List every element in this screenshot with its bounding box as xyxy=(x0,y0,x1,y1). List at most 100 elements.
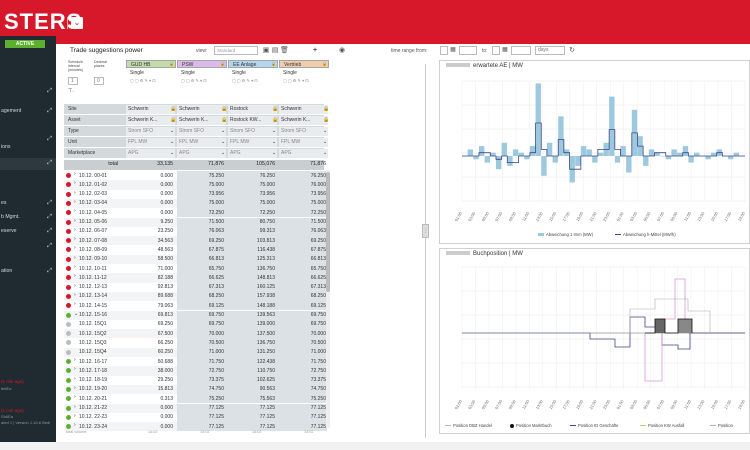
expand-icon[interactable]: ⌄ xyxy=(74,310,79,317)
property-select[interactable]: Schwerin K... xyxy=(279,116,328,125)
cell-value[interactable]: 69.125 xyxy=(310,302,326,309)
table-row[interactable]: 10.12. 15Q4 60.250 71.000 131.250 71.000 xyxy=(64,347,327,357)
property-select[interactable]: Schwerin xyxy=(177,105,226,114)
chevron-down-icon[interactable]: ⌄ xyxy=(71,17,83,29)
table-row[interactable]: › 10.12. 05-06 9.250 71.500 80.750 71.500 xyxy=(64,217,327,227)
expand-icon[interactable]: › xyxy=(74,226,76,233)
cell-value[interactable]: 74.750 xyxy=(208,386,224,393)
table-row[interactable]: 10.12. 15Q1 69.250 69.750 139.000 69.750 xyxy=(64,319,327,330)
property-select[interactable]: Schwerin xyxy=(279,105,328,114)
cell-value[interactable]: 75.250 xyxy=(208,395,224,402)
cell-value[interactable]: 0.000 xyxy=(160,405,173,411)
cell-value[interactable]: 34.563 xyxy=(157,237,173,244)
cell-value[interactable]: 75.000 xyxy=(208,181,224,188)
save-as-icon[interactable]: ▤ xyxy=(271,47,279,54)
property-select[interactable]: APG xyxy=(126,149,175,158)
property-select[interactable]: Schwerin xyxy=(126,105,175,114)
cell-value[interactable]: 116.438 xyxy=(257,246,275,253)
column-tools-icon[interactable]: ▢ ▢ ⚙ ✎ ⌖ ⊡ xyxy=(130,78,156,83)
cell-value[interactable]: 69.250 xyxy=(157,321,173,328)
add-icon[interactable]: + xyxy=(312,47,318,54)
cell-value[interactable]: 69.813 xyxy=(157,312,173,318)
cell-value[interactable]: 69.750 xyxy=(310,312,326,318)
cell-value[interactable]: 65.750 xyxy=(310,265,326,272)
cell-value[interactable]: 67.313 xyxy=(310,284,326,291)
table-row[interactable]: › 10.12. 08-09 48.563 67.875 116.438 67.875 xyxy=(64,245,327,255)
cell-value[interactable]: 75.000 xyxy=(259,200,275,207)
calendar-icon[interactable]: ▦ xyxy=(450,47,456,53)
sidebar-item[interactable]: eserve ⤢ xyxy=(0,226,56,238)
cell-value[interactable]: 73.956 xyxy=(259,191,275,198)
cell-value[interactable]: 92.813 xyxy=(157,284,173,291)
sidebar-item[interactable]: ⤢ xyxy=(0,158,56,170)
refresh-icon[interactable]: ↻ xyxy=(569,47,575,54)
cell-value[interactable]: 76.000 xyxy=(310,181,326,188)
cell-value[interactable]: 71.500 xyxy=(208,219,224,225)
property-select[interactable]: Strom SFO xyxy=(177,127,226,136)
table-row[interactable]: › 10.12. 16-17 50.688 71.750 122.438 71.750 xyxy=(64,357,327,367)
cell-value[interactable]: 75.000 xyxy=(259,181,275,188)
cell-value[interactable]: 77.125 xyxy=(259,414,275,421)
cell-value[interactable]: 76.063 xyxy=(310,228,326,235)
cell-value[interactable]: 80.750 xyxy=(259,219,275,225)
date-from-value[interactable] xyxy=(459,46,477,55)
cell-value[interactable]: 72.250 xyxy=(310,209,326,216)
expand-icon[interactable]: › xyxy=(74,291,76,298)
calendar-icon[interactable]: ▦ xyxy=(502,47,508,53)
expand-icon[interactable]: › xyxy=(74,254,76,261)
cell-value[interactable]: 75.000 xyxy=(208,200,224,207)
cell-value[interactable]: 136.750 xyxy=(256,265,275,272)
table-row[interactable]: › 10.12. 13-14 89.688 68.250 157.938 68.250 xyxy=(64,291,327,302)
table-row[interactable]: › 10.12. 19-20 15.813 74.750 90.563 74.750 xyxy=(64,384,327,395)
table-row[interactable]: › 10.12. 14-15 79.063 69.125 148.188 69.125 xyxy=(64,301,327,311)
cell-value[interactable]: 77.125 xyxy=(208,414,224,421)
cell-value[interactable]: 122.438 xyxy=(256,358,275,365)
property-select[interactable]: Schwerin K... xyxy=(126,116,175,125)
date-from-input[interactable] xyxy=(440,46,448,55)
column-header[interactable]: EE Anlage xyxy=(228,60,278,68)
sidebar-item[interactable]: agement ⤢ xyxy=(0,106,56,118)
cell-value[interactable]: 75.250 xyxy=(208,172,224,179)
cell-value[interactable]: 0.000 xyxy=(160,200,173,207)
cell-value[interactable]: 102.625 xyxy=(256,377,275,384)
cell-value[interactable]: 82.188 xyxy=(157,274,173,281)
cell-value[interactable]: 99.313 xyxy=(259,228,275,235)
expand-icon[interactable]: › xyxy=(74,180,76,187)
table-row[interactable]: › 10.12. 20-21 0.313 75.250 75.563 75.250 xyxy=(64,394,327,404)
cell-value[interactable]: 77.125 xyxy=(310,423,326,430)
cell-value[interactable]: 0.000 xyxy=(160,172,173,179)
property-select[interactable]: FPL MW xyxy=(177,138,226,147)
sidebar-item[interactable]: ⤢ xyxy=(0,134,56,146)
column-tools-icon[interactable]: ▢ ▢ ⚙ ✎ ⌖ ⊡ xyxy=(181,78,207,83)
cell-value[interactable]: 60.250 xyxy=(157,349,173,356)
cell-value[interactable]: 125.313 xyxy=(256,256,275,263)
cell-value[interactable]: 0.313 xyxy=(160,395,173,402)
expand-icon[interactable]: › xyxy=(74,403,76,410)
cell-value[interactable]: 67.500 xyxy=(157,330,173,337)
cell-value[interactable]: 157.938 xyxy=(256,293,275,300)
cell-value[interactable]: 72.750 xyxy=(310,367,326,374)
sidebar-item[interactable]: es ⤢ xyxy=(0,198,56,210)
cell-value[interactable]: 71.750 xyxy=(310,358,326,365)
table-row[interactable]: › 10.12. 21-22 0.000 77.125 77.125 77.125 xyxy=(64,403,327,413)
expand-icon[interactable]: › xyxy=(74,412,76,419)
expand-icon[interactable]: › xyxy=(74,357,76,363)
cell-value[interactable]: 89.688 xyxy=(157,293,173,300)
expand-icon[interactable]: › xyxy=(74,264,76,270)
table-row[interactable]: › 10.12. 02-03 0.000 73.956 73.956 73.956 xyxy=(64,189,327,199)
lock-icon[interactable]: 🔒 xyxy=(271,61,276,66)
cell-value[interactable]: 73.375 xyxy=(208,377,224,384)
table-row[interactable]: › 10.12. 17-18 38.000 72.750 110.750 72.750 xyxy=(64,366,327,376)
cell-value[interactable]: 70.000 xyxy=(208,330,224,337)
cell-value[interactable]: 66.625 xyxy=(310,274,326,281)
cell-value[interactable]: 136.750 xyxy=(256,339,275,346)
property-select[interactable]: FPL MW xyxy=(228,138,277,147)
property-select[interactable]: APG xyxy=(279,149,328,158)
property-select[interactable]: FPL MW xyxy=(126,138,175,147)
unit-select[interactable]: days xyxy=(535,46,565,55)
cell-value[interactable]: 65.750 xyxy=(208,265,224,272)
cell-value[interactable]: 77.125 xyxy=(208,423,224,430)
table-row[interactable]: › 10.12. 00-01 0.000 75.250 76.250 76.250 xyxy=(64,171,327,181)
cell-value[interactable]: 0.000 xyxy=(160,209,173,216)
cell-value[interactable]: 73.375 xyxy=(310,377,326,384)
